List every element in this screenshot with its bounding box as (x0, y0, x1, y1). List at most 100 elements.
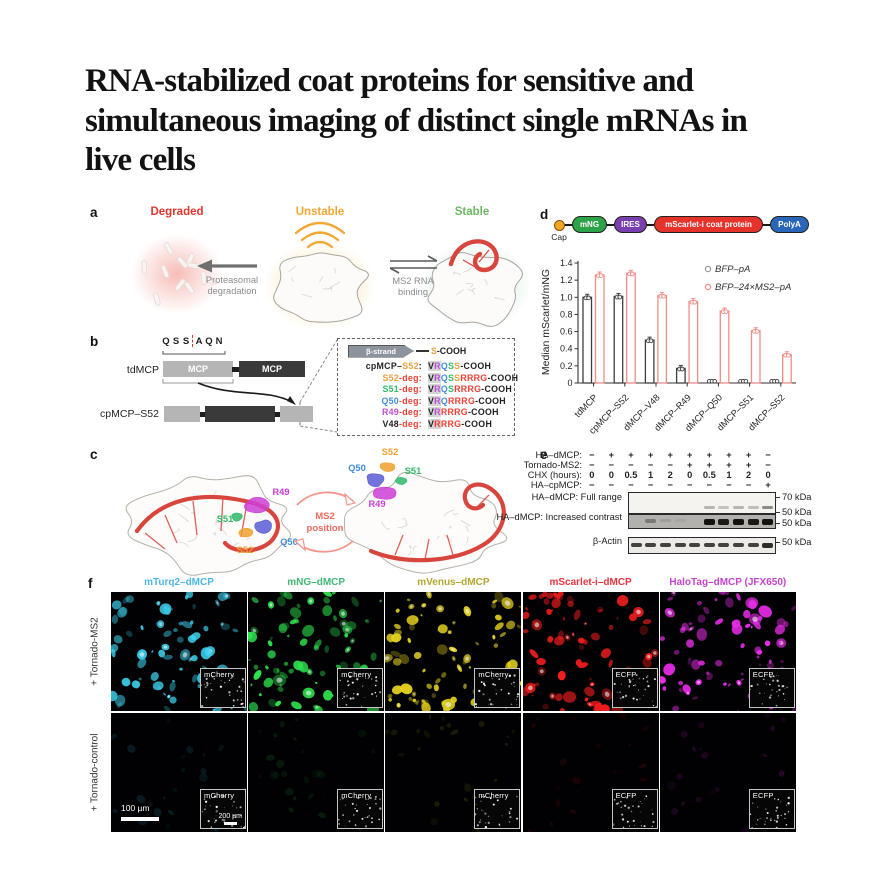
condition-value: − (608, 480, 615, 490)
condition-value: − (589, 450, 595, 460)
condition-label: CHX (hours): (527, 470, 582, 480)
protein-band (733, 519, 744, 525)
variant-name: S52-deg: (338, 373, 422, 384)
microscopy-cell: ECFP (659, 713, 796, 832)
condition-value: − (667, 460, 673, 470)
fluorescence-image (258, 718, 376, 831)
microscopy-cell: mCherry (385, 592, 522, 711)
residue: S (447, 384, 455, 395)
stable-protein-blob (427, 252, 523, 327)
rna-stem (164, 514, 178, 544)
construct-element: mScarlet-i coat protein (654, 216, 763, 233)
beta-tail-segment: -COOH (436, 346, 467, 356)
condition-value: 1 (726, 470, 732, 480)
protein-band (674, 543, 686, 548)
molecular-weight-marker: 50 kDa (782, 518, 812, 528)
degraded-fragment (152, 292, 161, 306)
protein-texture (402, 517, 408, 525)
residue: V (428, 419, 435, 429)
residue: -COOH (487, 372, 519, 383)
panel-d-label: d (540, 207, 549, 222)
residue: RRRG (447, 395, 476, 406)
residue: RRRG (440, 407, 468, 418)
molecular-weight-marker: 50 kDa (782, 537, 812, 547)
bar-chart: 0 0.2 0.4 0.6 0.8 1.0 1.2 1.4 Median mScarlet/mN… (540, 258, 796, 436)
inset-channel-label: ECFP (615, 791, 637, 800)
bar (613, 295, 624, 384)
state-label: Unstable (296, 206, 345, 218)
transfection-marker-inset: mCherry (200, 668, 246, 708)
condition-value: − (647, 480, 654, 490)
protein-texture (302, 293, 312, 298)
cap-icon (554, 220, 565, 231)
y-tick-label: 1.0 (560, 292, 573, 302)
protein-texture (178, 513, 189, 522)
condition-value: + (687, 460, 693, 470)
protein-band (703, 519, 715, 525)
residue: RRRG (454, 384, 482, 395)
protein-texture (291, 277, 295, 283)
residue: V (428, 384, 435, 395)
protein-texture (407, 551, 412, 556)
residue-patch (238, 528, 254, 538)
residue-label-s51: S51 (217, 514, 234, 524)
variant-name: Q50-deg: (338, 396, 422, 407)
sequence-letter: S (182, 335, 190, 347)
instability-arcs-icon (306, 240, 334, 249)
ms2-position-label: position (307, 523, 344, 534)
condition-value: − (726, 480, 732, 490)
variant-sequence: VRQSRRRG-COOH (428, 384, 512, 395)
sequence-letter: S (172, 335, 180, 347)
residue: V (428, 395, 435, 406)
condition-label: HA–cpMCP: (530, 480, 582, 490)
degradation-arrowhead (197, 259, 212, 273)
condition-value: − (765, 460, 771, 470)
cpmcp-box-1 (164, 406, 200, 422)
condition-label: Tornado-MS2: (523, 460, 582, 470)
residue-label-q50: Q50 (348, 463, 366, 473)
protein-texture (319, 276, 324, 283)
molecular-weight-marker: 70 kDa (782, 492, 812, 502)
inset-scale-bar-label: 200 µm (218, 813, 243, 820)
residue-label-s52: S52 (237, 545, 254, 555)
variant-name-segment: S52 (382, 372, 399, 383)
inset-channel-label: ECFP (752, 670, 774, 679)
cycle-arrowhead (344, 492, 357, 506)
variant-name-segment: S51 (382, 384, 399, 395)
rna-stem (446, 534, 454, 556)
condition-value: 0.5 (624, 470, 638, 480)
ms2-position-label: MS2 (315, 511, 335, 522)
data-point (648, 338, 654, 344)
condition-value: + (765, 480, 771, 490)
legend-marker (704, 283, 712, 291)
legend-label: BFP–24×MS2–pA (715, 282, 791, 293)
protein-band (718, 519, 730, 525)
residue: Q (440, 384, 448, 395)
residue: S (447, 372, 455, 383)
protein-texture (466, 525, 470, 532)
variant-name: cpMCP–S52: (338, 361, 422, 372)
mcp-box-light: MCP (163, 361, 233, 377)
residue-patch (254, 519, 272, 534)
bar (750, 330, 761, 384)
channel-header: mTurq2–dMCP (144, 577, 214, 588)
rna-stem (474, 494, 490, 510)
protein-texture (460, 520, 471, 526)
condition-value: − (667, 480, 673, 490)
protein-texture (472, 287, 476, 292)
rna-stem (394, 534, 404, 556)
sequence-inset: β-strand S -COOH cpMCP–S52: VRQSS-COOH S52-… (337, 338, 519, 436)
protein-texture (484, 279, 488, 286)
blot-label: β-Actin (592, 536, 622, 546)
condition-label: HA–dMCP: (535, 450, 583, 460)
bar (782, 354, 792, 384)
variant-name: R49-deg: (338, 407, 422, 418)
protein-texture (412, 545, 417, 552)
condition-value: + (745, 450, 752, 460)
rna-stem (424, 538, 430, 560)
variant-sequence: VRRRG-COOH (428, 419, 512, 430)
fluorescence-image (522, 592, 659, 711)
data-point (629, 271, 635, 277)
variant-name-segment: cpMCP– (365, 361, 403, 371)
